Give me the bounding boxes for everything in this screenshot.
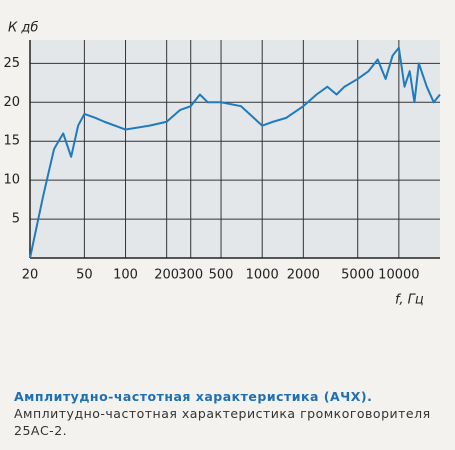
x-tick-label: 2000 (287, 268, 320, 283)
x-tick-label: 50 (76, 268, 93, 283)
x-tick-label: 1000 (246, 268, 279, 283)
y-tick-label: 20 (3, 95, 20, 110)
x-tick-label: 10000 (378, 268, 419, 283)
y-tick-label: 5 (12, 212, 20, 227)
caption-title: Амплитудно-частотная характеристика (АЧХ… (14, 389, 373, 404)
x-axis-label: f, Гц (395, 293, 424, 308)
caption: Амплитудно-частотная характеристика (АЧХ… (14, 388, 442, 439)
series-line (29, 46, 441, 259)
chart: К дб f, Гц 5 10 15 20 25 20 50 100 200 300 500 1000… (3, 21, 441, 308)
y-tick-label: 15 (3, 134, 20, 149)
plot-area (30, 40, 440, 258)
y-axis-label: К дб (8, 21, 38, 36)
x-tick-label: 20 (22, 268, 39, 283)
y-tick-label: 10 (3, 173, 20, 188)
x-tick-label: 200 (154, 268, 179, 283)
x-tick-label: 300 (178, 268, 203, 283)
x-tick-label: 500 (209, 268, 234, 283)
x-tick-label: 100 (113, 268, 138, 283)
x-tick-label: 5000 (341, 268, 374, 283)
y-tick-label: 25 (3, 56, 20, 71)
caption-text: Амплитудно-частотная характеристика гром… (14, 406, 431, 438)
